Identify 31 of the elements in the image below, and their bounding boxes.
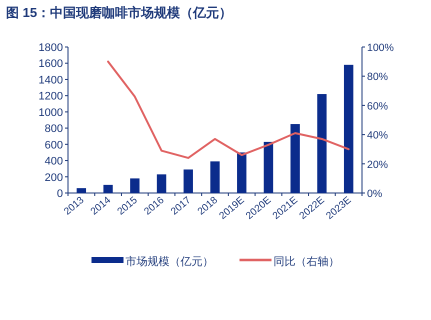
y-tick-label: 400 <box>44 156 63 168</box>
y2-tick-label: 60% <box>367 100 388 112</box>
y-tick-label: 1600 <box>38 58 63 70</box>
bar <box>264 142 274 193</box>
y-tick-label: 1800 <box>38 42 63 54</box>
y2-tick-label: 80% <box>367 71 388 84</box>
legend-label: 同比（右轴） <box>274 255 340 268</box>
y-tick-label: 1000 <box>38 106 63 119</box>
bar <box>103 184 113 193</box>
bar <box>344 64 354 193</box>
y2-tick-label: 100% <box>367 42 394 54</box>
y-tick-label: 1400 <box>38 74 63 86</box>
y2-tick-label: 20% <box>367 158 388 171</box>
bar <box>130 178 140 193</box>
bar <box>156 174 166 193</box>
y2-tick-label: 0% <box>367 188 382 200</box>
y-tick-label: 0 <box>56 188 63 200</box>
legend-label: 市场规模（亿元） <box>126 255 214 268</box>
bar <box>210 161 220 193</box>
y-tick-label: 600 <box>44 139 63 152</box>
bar <box>184 169 193 193</box>
y-tick-label: 200 <box>44 172 63 184</box>
y-tick-label: 1200 <box>38 90 63 103</box>
chart-title: 图 15：中国现磨咖啡市场规模（亿元） <box>6 5 232 20</box>
bar <box>317 94 327 193</box>
bar <box>76 188 86 193</box>
y2-tick-label: 40% <box>367 130 388 142</box>
y-tick-label: 800 <box>44 123 63 136</box>
line-series <box>107 60 350 159</box>
bar <box>237 152 246 193</box>
bar <box>290 124 300 193</box>
